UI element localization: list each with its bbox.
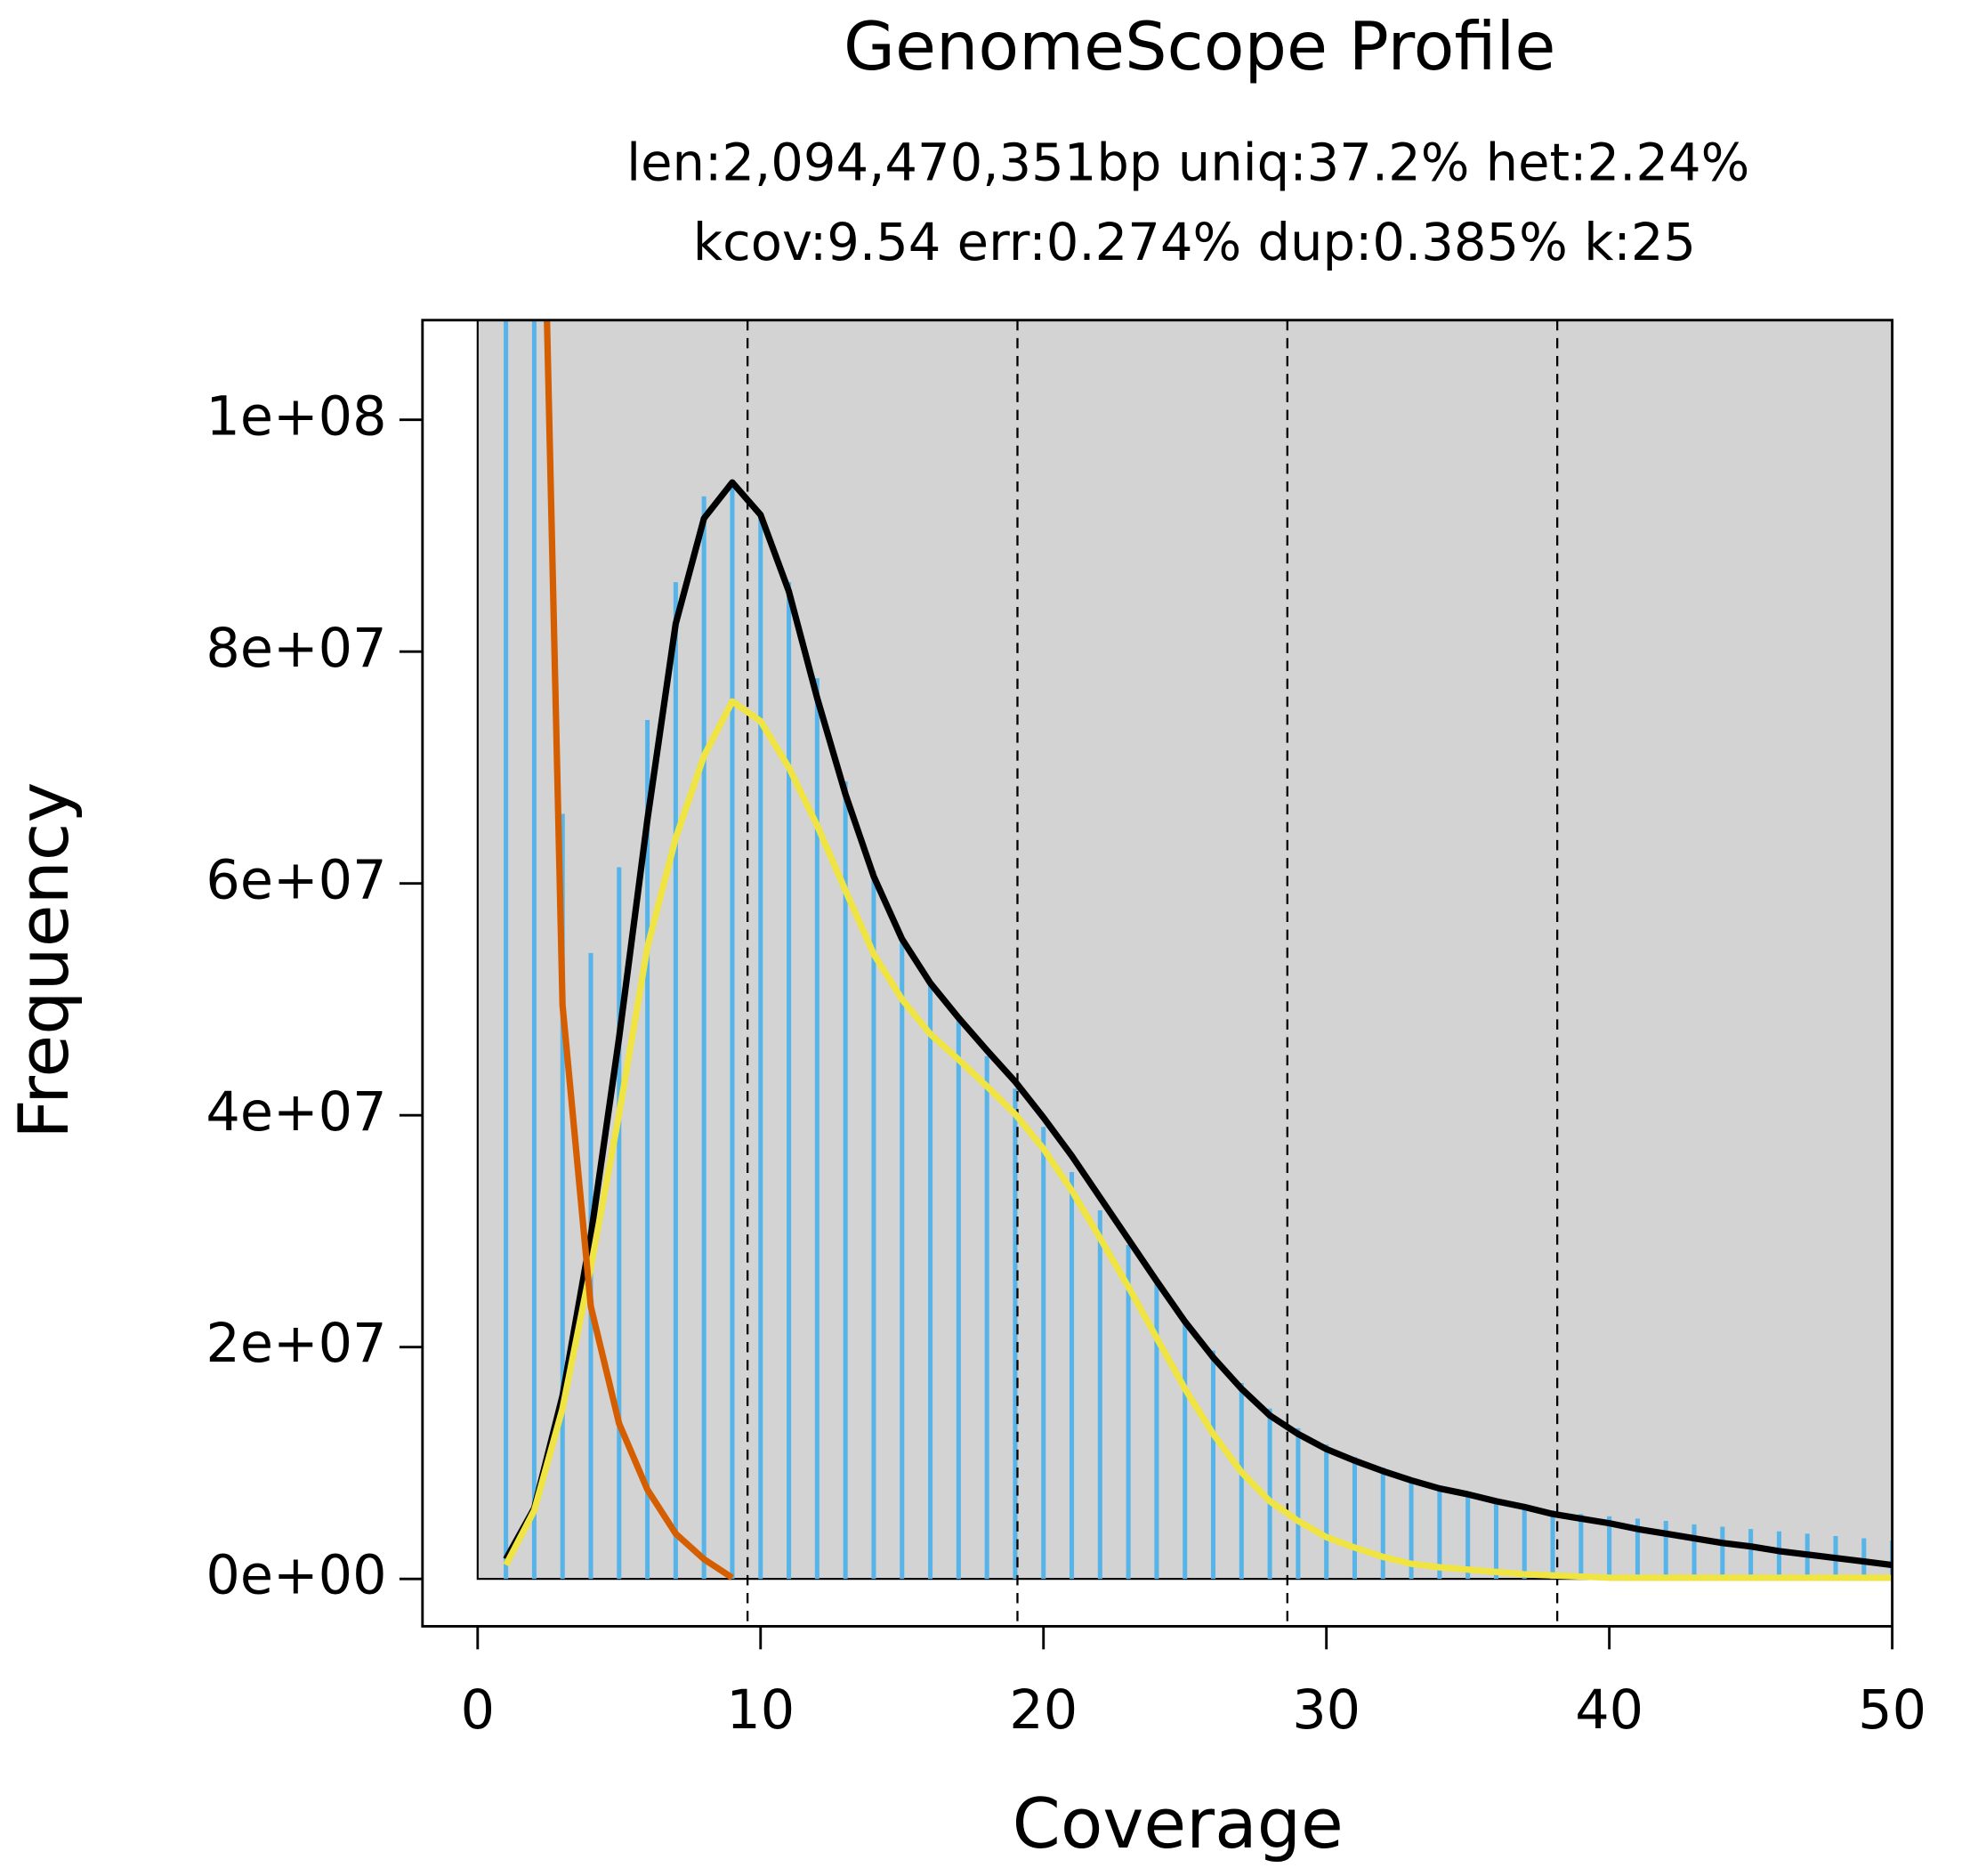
y-tick-label: 2e+07 [206,1313,386,1375]
x-tick-label: 0 [461,1679,495,1742]
x-tick-label: 50 [1858,1679,1926,1742]
y-tick-label: 6e+07 [206,849,386,911]
plot-area [476,319,1893,1627]
x-tick-label: 40 [1575,1679,1643,1742]
x-axis-label: Coverage [1013,1784,1344,1864]
model-line [503,479,1893,1569]
subtitle: len:2,094,470,351bp uniq:37.2% het:2.24% [626,133,1749,193]
model-line [544,319,734,1581]
x-tick-label: 10 [726,1679,795,1742]
axes: 0 10 20 30 40 50 0e+00 2e+07 4e+07 6e+07 8e+07 1e+0… [206,319,1926,1742]
y-axis-label: Frequency [4,782,85,1139]
y-tick-label: 0e+00 [206,1545,386,1607]
y-tick-label: 4e+07 [206,1081,386,1144]
y-tick-label: 1e+08 [206,385,386,448]
subtitle: kcov:9.54 err:0.274% dup:0.385% k:25 [693,213,1696,272]
chart-title: GenomeScope Profile [844,8,1555,85]
y-tick-label: 8e+07 [206,618,386,680]
plot-frame [421,319,1894,1628]
model-line [503,698,1893,1581]
x-tick-label: 30 [1292,1679,1360,1742]
x-tick-label: 20 [1009,1679,1078,1742]
